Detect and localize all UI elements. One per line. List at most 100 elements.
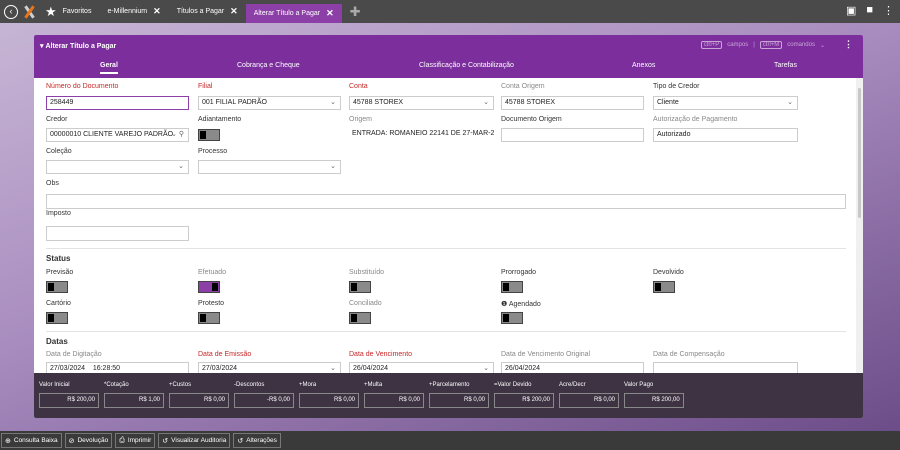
conciliado-toggle[interactable] (349, 312, 371, 324)
close-icon[interactable]: ✕ (230, 6, 238, 16)
panel-tabs: Geral Cobrança e Cheque Classificação e … (34, 57, 863, 78)
tab-favoritos[interactable]: ★ Favoritos (37, 0, 99, 23)
valor-devido-value: R$ 200,00 (494, 393, 554, 408)
adiantamento-toggle[interactable] (198, 129, 220, 141)
credor-select[interactable]: 00000010 CLIENTE VAREJO PADRÃO ⌄ ⚲ (46, 128, 189, 142)
visualizar-auditoria-button[interactable]: ↺ Visualizar Auditoria (158, 433, 231, 448)
shortcut-commands-label: comandos (787, 42, 815, 48)
colecao-select[interactable]: ⌄ (46, 160, 189, 174)
autorizacao-input[interactable]: Autorizado (653, 128, 798, 142)
shortcut-fields-label: campos (727, 42, 749, 48)
chevron-down-icon[interactable]: ⌄ (819, 42, 825, 49)
add-tab-icon[interactable]: ✚ (349, 3, 361, 19)
chevron-down-icon: ⌄ (483, 365, 489, 372)
parcelamento-label: +Parcelamento (429, 382, 470, 388)
cotacao-label: *Cotação (104, 382, 129, 388)
parcelamento-value: R$ 0,00 (429, 393, 489, 408)
agendado-toggle[interactable] (501, 312, 523, 324)
consulta-baixa-button[interactable]: ⊕ Consulta Baixa (1, 433, 62, 448)
tab-label: Favoritos (62, 8, 92, 15)
shortcut-commands-key: ctrl+M (759, 41, 783, 49)
panel-title-text: Alterar Título a Pagar (45, 42, 117, 50)
block-icon: ⊘ (68, 437, 75, 445)
imposto-input[interactable] (46, 226, 189, 241)
tab-tarefas[interactable]: Tarefas (774, 62, 797, 69)
efetuado-label: Efetuado (198, 269, 227, 276)
prorrogado-toggle[interactable] (501, 281, 523, 293)
button-label: Imprimir (127, 437, 152, 444)
cotacao-value: R$ 1,00 (104, 393, 164, 408)
clipboard-icon[interactable]: ▣ (845, 5, 857, 17)
custos-value: R$ 0,00 (169, 393, 229, 408)
tab-anexos[interactable]: Anexos (632, 62, 656, 69)
collapse-icon[interactable]: ▾ (40, 43, 44, 50)
filial-value: 001 FILIAL PADRÃO (202, 99, 267, 106)
tipo-credor-value: Cliente (657, 99, 679, 106)
agendado-text: Agendado (508, 301, 541, 308)
obs-input[interactable] (46, 194, 846, 209)
panel-title: ▾ Alterar Título a Pagar (34, 35, 863, 57)
datas-title: Datas (46, 337, 68, 346)
documento-origem-input[interactable] (501, 128, 644, 142)
imprimir-button[interactable]: ⎙ Imprimir (115, 433, 156, 448)
data-compensacao-input[interactable] (653, 362, 798, 373)
chevron-down-icon: ⌄ (178, 163, 184, 170)
tipo-credor-select[interactable]: Cliente ⌄ (653, 96, 798, 110)
alteracoes-button[interactable]: ↺ Alterações (233, 433, 281, 448)
efetuado-toggle[interactable] (198, 281, 220, 293)
filial-select[interactable]: 001 FILIAL PADRÃO ⌄ (198, 96, 341, 110)
data-digitacao-time: 16:28:50 (92, 365, 121, 372)
close-icon[interactable]: ✕ (326, 8, 334, 18)
history-icon: ↺ (237, 437, 244, 445)
panel-menu-icon[interactable]: ⋮ (844, 39, 853, 49)
tab-alterar-titulo[interactable]: Alterar Título a Pagar ✕ (245, 4, 342, 23)
devolucao-button[interactable]: ⊘ Devolução (64, 433, 113, 448)
tab-geral[interactable]: Geral (100, 62, 118, 74)
data-compensacao-label: Data de Compensação (653, 351, 725, 358)
chevron-down-icon: ⌄ (330, 365, 336, 372)
origem-label: Origem (349, 116, 372, 123)
numero-documento-input[interactable]: 258449 (46, 96, 189, 110)
totals-bar: Valor Inicial R$ 200,00 *Cotação R$ 1,00… (34, 373, 863, 418)
valor-pago-value: R$ 200,00 (624, 393, 684, 408)
menu-dots-icon[interactable]: ⋮ (883, 5, 894, 17)
logo-icon (23, 4, 37, 19)
data-vencimento-original-input[interactable]: 26/04/2024 (501, 362, 644, 373)
tab-classificacao[interactable]: Classificação e Contabilização (419, 62, 514, 69)
protesto-label: Protesto (198, 300, 225, 307)
substituido-toggle[interactable] (349, 281, 371, 293)
button-label: Devolução (77, 437, 109, 444)
devolvido-toggle[interactable] (653, 281, 675, 293)
chevron-down-icon: ⌄ (483, 99, 489, 106)
button-label: Visualizar Auditoria (171, 437, 227, 444)
conciliado-label: Conciliado (349, 300, 382, 307)
close-icon[interactable]: ✕ (153, 6, 161, 16)
tab-label: Títulos a Pagar (176, 8, 225, 15)
data-digitacao-input[interactable]: 27/03/2024 16:28:50 (46, 362, 189, 373)
conta-origem-input[interactable]: 45788 STOREX (501, 96, 644, 110)
chevron-down-icon: ⌄ (787, 99, 793, 106)
back-icon[interactable]: ‹ (4, 4, 18, 19)
multa-value: R$ 0,00 (364, 393, 424, 408)
conta-select[interactable]: 45788 STOREX ⌄ (349, 96, 494, 110)
adiantamento-label: Adiantamento (198, 116, 242, 123)
custos-label: +Custos (169, 382, 192, 388)
tab-titulos-a-pagar[interactable]: Títulos a Pagar ✕ (169, 0, 246, 23)
shortcut-separator: | (753, 42, 755, 48)
panel-header: ▾ Alterar Título a Pagar ctrl+P campos | … (34, 35, 863, 78)
tab-cobranca[interactable]: Cobrança e Cheque (237, 62, 300, 69)
cartorio-toggle[interactable] (46, 312, 68, 324)
data-vencimento-input[interactable]: 26/04/2024 ⌄ (349, 362, 494, 373)
data-emissao-input[interactable]: 27/03/2024 ⌄ (198, 362, 341, 373)
tab-e-millennium[interactable]: e-Millennium ✕ (99, 0, 168, 23)
protesto-toggle[interactable] (198, 312, 220, 324)
processo-select[interactable]: ⌄ (198, 160, 341, 174)
chevron-down-search-icon[interactable]: ⌄ ⚲ (171, 131, 184, 138)
scrollbar[interactable] (856, 78, 863, 373)
tipo-credor-label: Tipo de Credor (653, 83, 700, 90)
previsao-label: Previsão (46, 269, 74, 276)
previsao-toggle[interactable] (46, 281, 68, 293)
chat-icon[interactable]: ■ (866, 4, 873, 16)
conta-origem-label: Conta Origem (501, 83, 545, 90)
data-emissao-value: 27/03/2024 (202, 365, 238, 372)
